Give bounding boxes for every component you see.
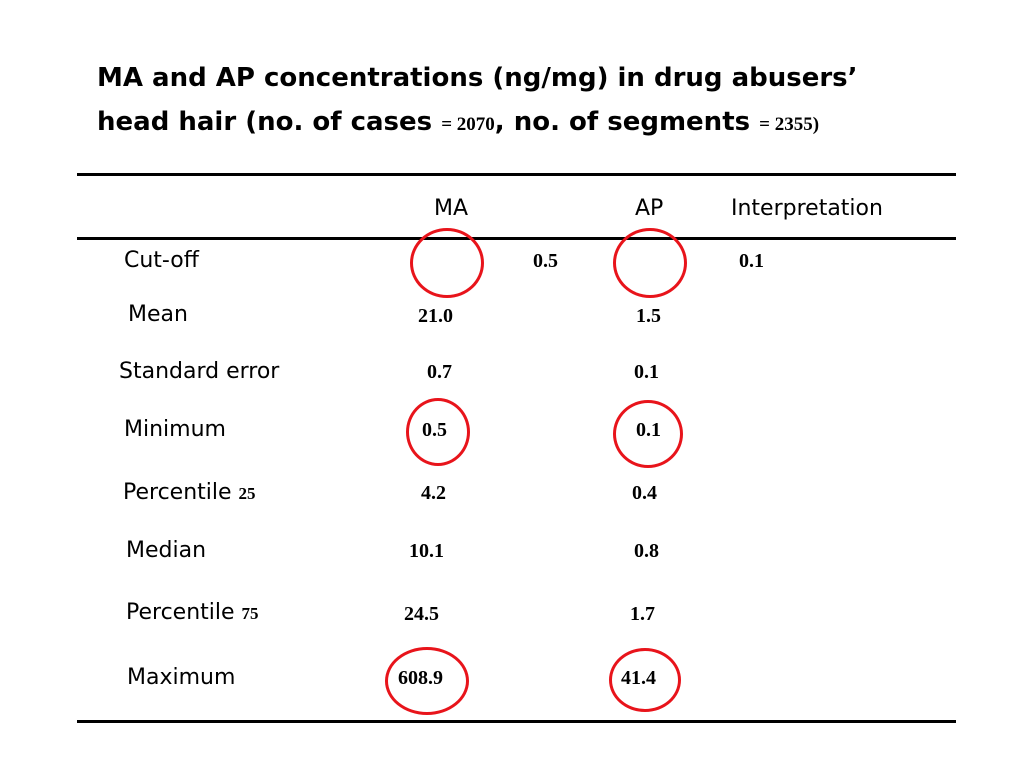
table-bottom-rule xyxy=(77,720,956,723)
row-label-median: Median xyxy=(126,538,207,563)
cases-count: = 2070 xyxy=(441,114,495,135)
cell-percentile-75-ma: 24.5 xyxy=(404,603,439,625)
highlight-ring-minimum-ap xyxy=(613,400,683,468)
cell-cutoff-ap: 0.1 xyxy=(739,250,764,272)
row-label-maximum: Maximum xyxy=(127,665,236,690)
cell-percentile-25-ap: 0.4 xyxy=(632,482,657,504)
column-header-ap: AP xyxy=(635,196,664,221)
highlight-ring-cutoff-ap xyxy=(613,228,687,298)
title-line-2: head hair (no. of cases = 2070, no. of s… xyxy=(97,100,858,147)
column-header-ma: MA xyxy=(434,196,469,221)
row-label-standard-error: Standard error xyxy=(119,359,280,384)
cell-median-ap: 0.8 xyxy=(634,540,659,562)
percentile-25-subscript: 25 xyxy=(238,484,256,503)
percentile-75-subscript: 75 xyxy=(241,604,259,623)
cell-percentile-25-ma: 4.2 xyxy=(421,482,446,504)
cell-mean-ma: 21.0 xyxy=(418,305,453,327)
title-line-2-mid: , no. of segments xyxy=(494,107,760,137)
cell-standard-error-ap: 0.1 xyxy=(634,361,659,383)
row-label-percentile-25: Percentile 25 xyxy=(123,480,256,505)
column-header-interpretation: Interpretation xyxy=(731,196,883,221)
highlight-ring-maximum-ma xyxy=(385,647,469,715)
slide-title: MA and AP concentrations (ng/mg) in drug… xyxy=(97,56,858,147)
row-label-cutoff: Cut-off xyxy=(124,248,199,273)
title-line-1: MA and AP concentrations (ng/mg) in drug… xyxy=(97,63,858,93)
cell-median-ma: 10.1 xyxy=(409,540,444,562)
row-label-percentile-75: Percentile 75 xyxy=(126,600,259,625)
percentile-25-text: Percentile xyxy=(123,480,239,505)
percentile-75-text: Percentile xyxy=(126,600,242,625)
highlight-ring-maximum-ap xyxy=(609,648,681,712)
cell-percentile-75-ap: 1.7 xyxy=(630,603,655,625)
title-line-2-prefix: head hair (no. of cases xyxy=(97,107,442,137)
highlight-ring-minimum-ma xyxy=(406,398,470,466)
table-header-rule xyxy=(77,237,956,240)
highlight-ring-cutoff-ma xyxy=(410,228,484,298)
cell-standard-error-ma: 0.7 xyxy=(427,361,452,383)
row-label-minimum: Minimum xyxy=(124,417,226,442)
table-top-rule xyxy=(77,173,956,176)
cell-cutoff-ma: 0.5 xyxy=(533,250,558,272)
segments-count: = 2355) xyxy=(759,114,820,135)
cell-mean-ap: 1.5 xyxy=(636,305,661,327)
row-label-mean: Mean xyxy=(128,302,188,327)
